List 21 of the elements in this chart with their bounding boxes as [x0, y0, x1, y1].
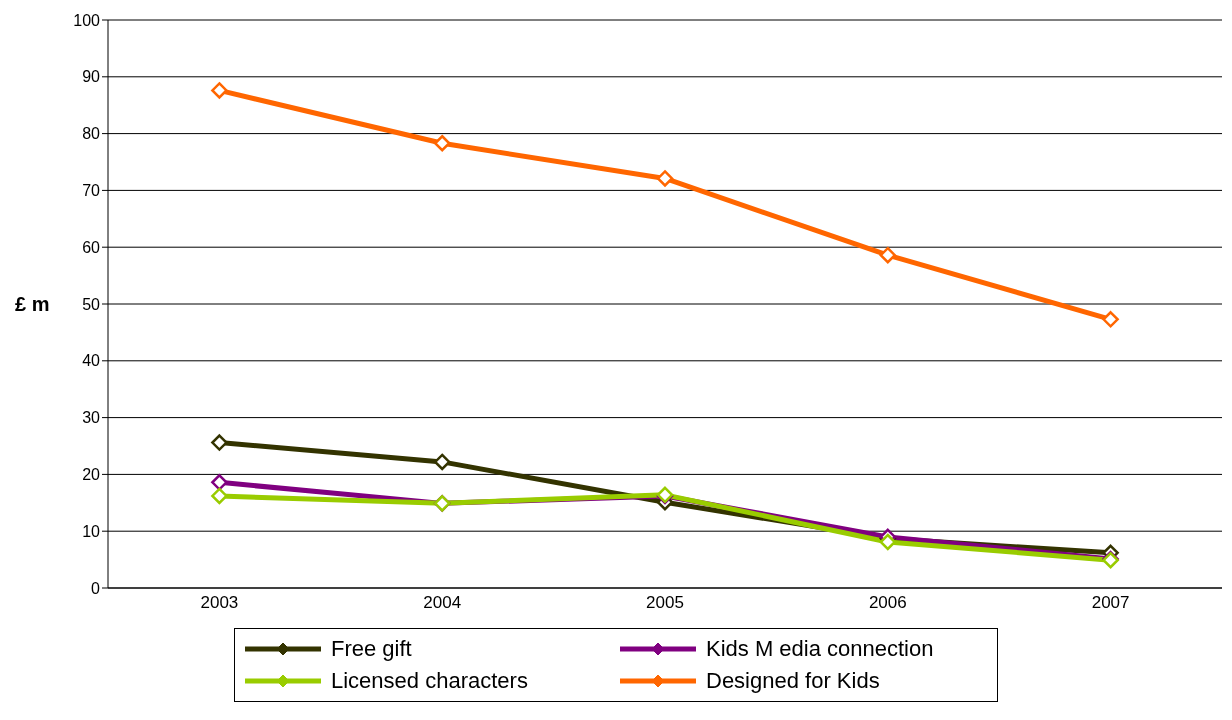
- y-tick-label: 40: [82, 352, 101, 370]
- y-tick-label: 60: [82, 238, 101, 256]
- legend-label: Kids M edia connection: [706, 635, 934, 663]
- legend-label: Licensed characters: [331, 667, 528, 695]
- x-tick-label: 2007: [1091, 593, 1130, 613]
- x-tick-label: 2005: [646, 593, 684, 613]
- y-axis-title: £ m: [15, 293, 50, 316]
- y-tick-label: 30: [82, 409, 101, 427]
- x-tick-label: 2004: [423, 593, 462, 613]
- y-tick-label: 10: [82, 522, 101, 540]
- y-tick-label: 70: [82, 182, 101, 200]
- legend-label: Designed for Kids: [706, 667, 880, 695]
- x-tick-label: 2003: [200, 593, 239, 613]
- y-tick-label: 100: [73, 11, 101, 29]
- y-tick-label: 20: [82, 466, 101, 484]
- y-tick-label: 0: [91, 579, 101, 597]
- legend-label: Free gift: [331, 635, 412, 663]
- y-tick-label: 90: [82, 68, 101, 86]
- x-tick-label: 2006: [868, 593, 907, 613]
- y-tick-label: 80: [82, 125, 101, 143]
- y-tick-label: 50: [82, 295, 101, 313]
